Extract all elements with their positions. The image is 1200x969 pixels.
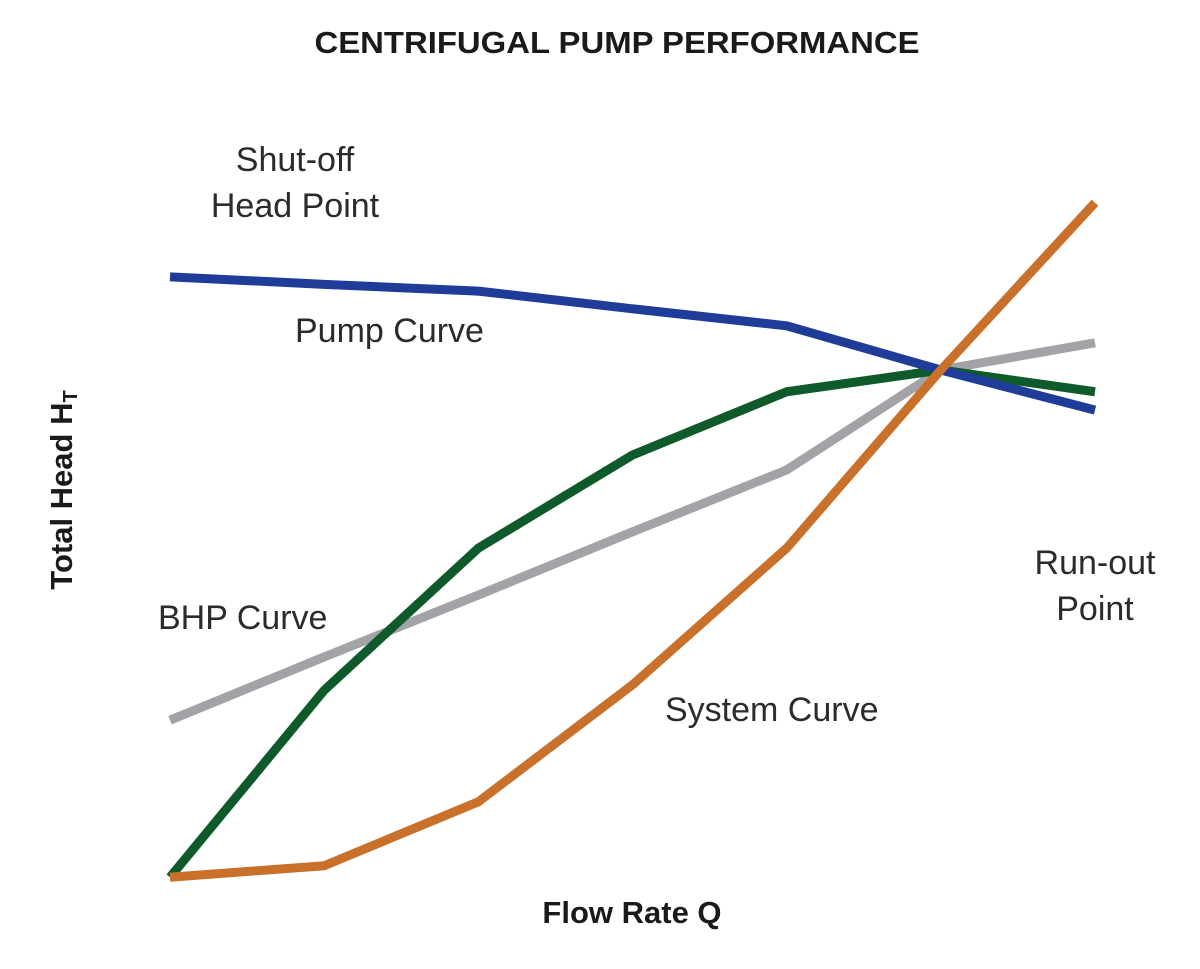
y-axis-label-subscript: T	[60, 390, 82, 402]
series-line	[169, 199, 1099, 882]
x-axis-label: Flow Rate Q	[542, 895, 721, 930]
y-axis-label-main: Total Head H	[44, 403, 79, 590]
annotation: Shut-off	[236, 141, 355, 179]
series-label: BHP Curve	[158, 599, 327, 637]
y-axis-label-group: Total Head HT	[44, 390, 82, 589]
chart-title: CENTRIFUGAL PUMP PERFORMANCE	[315, 25, 920, 60]
annotation: Point	[1056, 590, 1134, 628]
series-line	[168, 338, 1096, 725]
series-label: Pump Curve	[295, 312, 484, 350]
annotation: Run-out	[1035, 544, 1157, 582]
annotation: Head Point	[211, 187, 380, 225]
series-label: System Curve	[665, 691, 879, 729]
y-axis-label: Total Head HT	[44, 390, 82, 589]
